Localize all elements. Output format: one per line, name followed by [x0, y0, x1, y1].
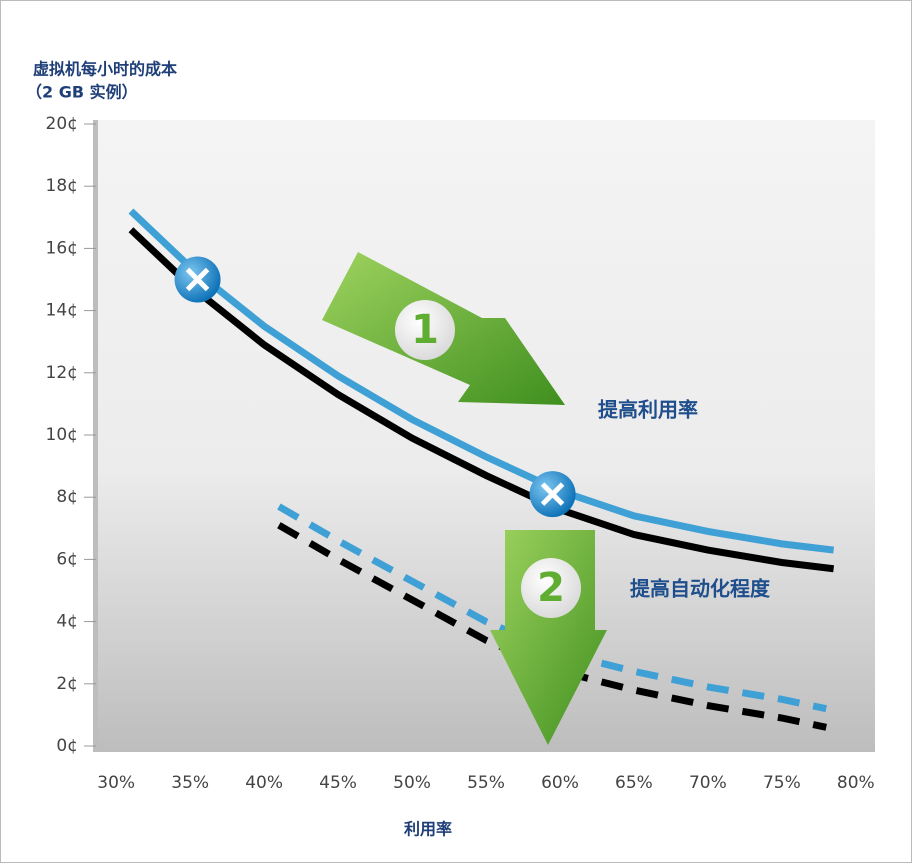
y-tick-label: 6¢: [56, 549, 78, 569]
plot-area: [95, 120, 875, 752]
y-tick-label: 0¢: [56, 736, 78, 756]
x-tick-label: 30%: [97, 773, 135, 793]
annotation: 提高利用率: [598, 398, 698, 422]
x-tick-label: 80%: [837, 773, 875, 793]
series-line: [277, 503, 827, 713]
y-tick-label: 8¢: [56, 487, 78, 507]
badge: [521, 558, 581, 618]
marker-cross: [540, 482, 565, 506]
x-tick-label: 45%: [319, 773, 357, 793]
x-tick-label: 60%: [541, 773, 579, 793]
x-tick-label: 70%: [689, 773, 727, 793]
y-tick-label: 16¢: [46, 238, 78, 258]
y-axis-title: （2 GB 实例）: [26, 83, 138, 102]
series-line: [128, 227, 835, 573]
y-tick-label: 4¢: [56, 612, 78, 632]
y-tick-label: 20¢: [46, 114, 78, 134]
series-line: [128, 208, 835, 554]
x-tick-label: 55%: [467, 773, 505, 793]
marker-cross: [185, 267, 210, 292]
step-number: 1: [411, 307, 439, 353]
series-line: [277, 522, 827, 731]
y-tick-label: 14¢: [46, 301, 78, 321]
x-axis-title: 利用率: [404, 820, 452, 839]
step-number: 2: [537, 565, 565, 611]
x-tick-label: 40%: [245, 773, 283, 793]
badge: [395, 300, 455, 360]
y-axis-title: 虚拟机每小时的成本: [33, 60, 177, 79]
x-marker: [174, 256, 221, 303]
x-tick-label: 75%: [763, 773, 801, 793]
y-tick-label: 12¢: [46, 363, 78, 383]
annotation: 提高自动化程度: [630, 577, 771, 601]
y-tick-label: 2¢: [56, 674, 78, 694]
x-tick-label: 50%: [393, 773, 431, 793]
y-axis: [93, 120, 98, 752]
y-tick-label: 18¢: [46, 176, 78, 196]
x-marker: [529, 471, 576, 518]
y-tick-label: 10¢: [46, 425, 78, 445]
x-tick-label: 35%: [171, 773, 209, 793]
x-tick-label: 65%: [615, 773, 653, 793]
